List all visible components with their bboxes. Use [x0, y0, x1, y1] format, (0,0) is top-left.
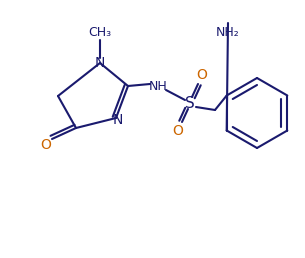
Text: O: O: [196, 68, 207, 82]
Text: S: S: [185, 95, 195, 110]
Text: N: N: [113, 113, 123, 127]
Text: N: N: [95, 56, 105, 70]
Text: O: O: [173, 124, 183, 138]
Text: NH₂: NH₂: [216, 26, 240, 38]
Text: O: O: [41, 138, 52, 152]
Text: NH: NH: [149, 79, 167, 93]
Text: CH₃: CH₃: [88, 26, 112, 38]
